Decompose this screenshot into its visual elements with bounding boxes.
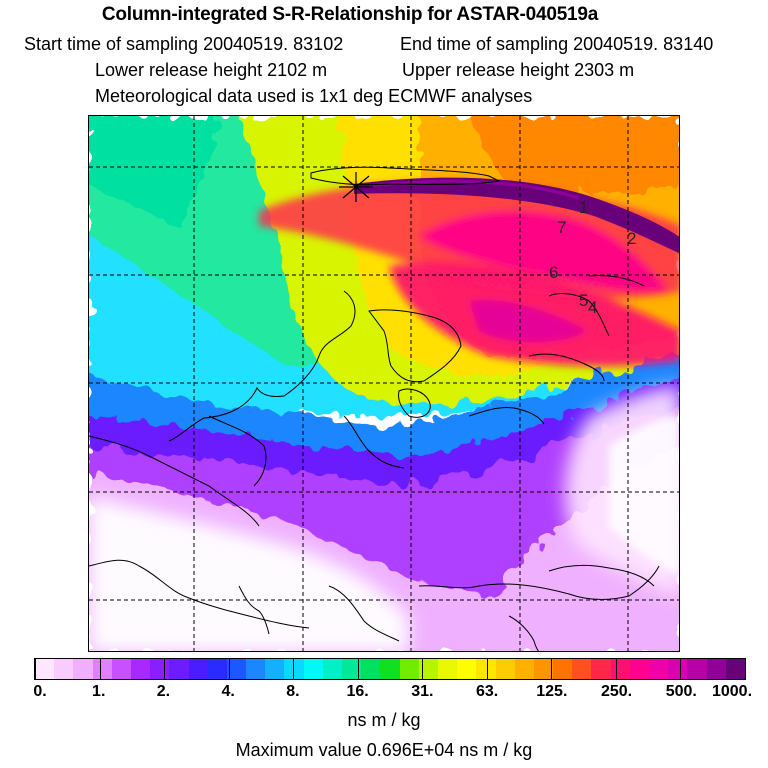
color-scale-segment: [54, 659, 74, 679]
color-scale-tick-label: 31.: [411, 683, 434, 700]
color-scale-segment: [610, 659, 630, 679]
color-scale-segment: [226, 659, 247, 679]
color-scale-segment: [265, 659, 285, 679]
color-scale-tick: [615, 659, 617, 679]
color-scale-tick: [164, 659, 166, 679]
color-scale-segment: [188, 659, 208, 679]
color-scale-tick-label: 125.: [536, 683, 568, 700]
color-scale-segment: [706, 659, 726, 679]
sample-label-2: 2: [627, 229, 636, 248]
color-scale-segment: [342, 659, 362, 679]
color-scale-tick-label: 1.: [92, 683, 106, 700]
color-scale-segment: [130, 659, 151, 679]
start-time-label: Start time of sampling 20040519. 83102: [24, 34, 344, 54]
color-scale-tick: [99, 659, 101, 679]
color-scale-segment: [437, 659, 458, 679]
color-scale-tick-label: 8.: [286, 683, 300, 700]
color-scale-segment: [73, 659, 93, 679]
color-scale-tick: [293, 659, 295, 679]
map-title: Column-integrated S-R-Relationship for A…: [101, 4, 599, 25]
color-scale-segment: [553, 659, 573, 679]
color-scale-tick: [745, 659, 746, 679]
color-scale-tick: [551, 659, 553, 679]
color-scale-segment: [418, 659, 438, 679]
color-scale-tick: [422, 659, 424, 679]
map-canvas: 1 2 4 5 6 7: [89, 116, 679, 651]
color-scale-segment: [303, 659, 323, 679]
sensitivity-map: 1 2 4 5 6 7: [88, 115, 680, 652]
color-scale-segment: [668, 659, 688, 679]
color-scale-segment: [457, 659, 477, 679]
end-time-label: End time of sampling 20040519. 83140: [400, 34, 714, 54]
coastlines: [89, 166, 660, 651]
concentration-field: [89, 116, 679, 651]
color-scale-bar: [34, 658, 746, 680]
color-scale-segment: [572, 659, 592, 679]
lat-lon-grid: [89, 116, 679, 651]
color-scale-tick-label: 63.: [475, 683, 499, 700]
color-scale-segment: [476, 659, 496, 679]
sample-label-1: 1: [579, 198, 588, 217]
color-scale-segment: [495, 659, 515, 679]
color-scale-tick: [680, 659, 682, 679]
color-scale-segment: [629, 659, 649, 679]
color-scale-segment: [687, 659, 707, 679]
color-scale-segment: [246, 659, 266, 679]
color-scale-tick-label: 4.: [221, 683, 235, 700]
color-scale-segment: [111, 659, 131, 679]
color-scale-segment: [591, 659, 611, 679]
color-scale-tick: [35, 659, 36, 679]
color-scale-segment: [207, 659, 227, 679]
color-scale-tick-label: 250.: [600, 683, 633, 700]
sample-label-5: 5: [579, 291, 588, 310]
color-scale-segment: [92, 659, 112, 679]
color-scale-segment: [150, 659, 170, 679]
color-scale-segment: [322, 659, 342, 679]
color-scale-tick: [357, 659, 359, 679]
color-scale-tick-label: 0.: [33, 683, 47, 700]
color-scale-segment: [35, 659, 55, 679]
upper-release-height-label: Upper release height 2303 m: [402, 60, 635, 80]
color-scale-segment: [649, 659, 669, 679]
color-scale-segment: [399, 659, 419, 679]
color-scale-tick: [228, 659, 230, 679]
color-scale-tick-label: 1000.: [711, 683, 753, 700]
sample-label-7: 7: [557, 218, 566, 237]
color-scale-segment: [169, 659, 189, 679]
color-scale-segment: [380, 659, 400, 679]
color-scale-tick: [486, 659, 488, 679]
color-scale-segment: [361, 659, 381, 679]
sample-label-4: 4: [588, 298, 597, 317]
units-label: ns m / kg: [347, 710, 421, 730]
sample-label-6: 6: [549, 263, 558, 282]
sample-labels: 1 2 4 5 6 7: [549, 198, 636, 317]
color-scale-segment: [514, 659, 534, 679]
maximum-value-label: Maximum value 0.696E+04 ns m / kg: [235, 740, 533, 760]
color-scale-segment: [725, 659, 745, 679]
color-scale-tick-label: 500.: [665, 683, 697, 700]
met-data-label: Meteorological data used is 1x1 deg ECMW…: [95, 86, 533, 106]
color-scale-segment: [533, 659, 554, 679]
color-scale-tick-label: 16.: [346, 683, 369, 700]
lower-release-height-label: Lower release height 2102 m: [95, 60, 328, 80]
release-point-marker: [339, 172, 373, 202]
color-scale-tick-label: 2.: [156, 683, 171, 700]
